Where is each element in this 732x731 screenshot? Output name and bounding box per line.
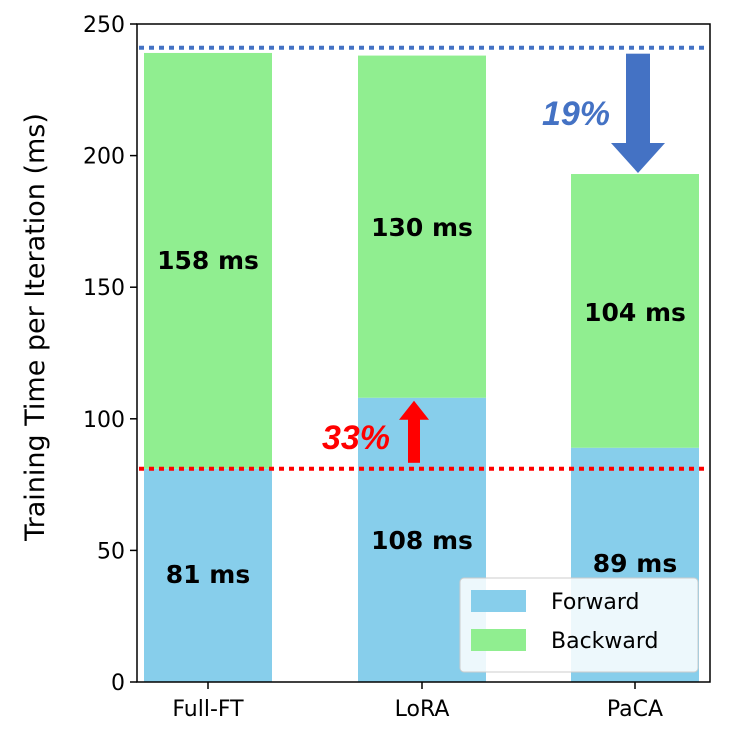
arrow-head-up — [399, 400, 429, 420]
y-tick-label-250: 250 — [83, 13, 125, 38]
y-tick-label-100: 100 — [83, 408, 125, 433]
data-label-forward-paca: 89 ms — [593, 549, 677, 578]
annotation-label-33-percent: 33% — [322, 419, 390, 457]
data-label-backward-full-ft: 158 ms — [157, 246, 259, 275]
arrow-head-down — [611, 143, 665, 174]
legend-label-backward: Backward — [551, 629, 659, 654]
x-tick-label-full-ft: Full-FT — [172, 697, 244, 722]
data-label-backward-paca: 104 ms — [584, 298, 686, 327]
data-label-forward-full-ft: 81 ms — [166, 560, 250, 589]
y-tick-label-150: 150 — [83, 276, 125, 301]
x-tick-label-paca: PaCA — [607, 697, 663, 722]
y-tick-label-50: 50 — [97, 539, 125, 564]
plot-frame — [136, 23, 711, 683]
bar-backward-paca — [571, 174, 699, 448]
legend-swatch-forward — [471, 590, 526, 612]
bar-backward-full-ft — [144, 52, 272, 469]
arrow-shaft-up — [408, 417, 420, 463]
bar-backward-lora — [358, 55, 486, 398]
arrow-shaft-down — [626, 53, 650, 146]
y-tick-label-0: 0 — [111, 671, 125, 696]
data-label-backward-lora: 130 ms — [371, 213, 473, 242]
legend-label-forward: Forward — [551, 590, 639, 615]
annotation-label-19-percent: 19% — [542, 95, 610, 133]
x-tick-label-lora: LoRA — [395, 697, 450, 722]
bar-forward-full-ft — [144, 468, 272, 682]
y-axis-label: Training Time per Iteration (ms) — [20, 113, 51, 542]
legend-swatch-backward — [471, 629, 526, 651]
data-label-forward-lora: 108 ms — [371, 526, 473, 555]
y-tick-label-200: 200 — [83, 145, 125, 170]
